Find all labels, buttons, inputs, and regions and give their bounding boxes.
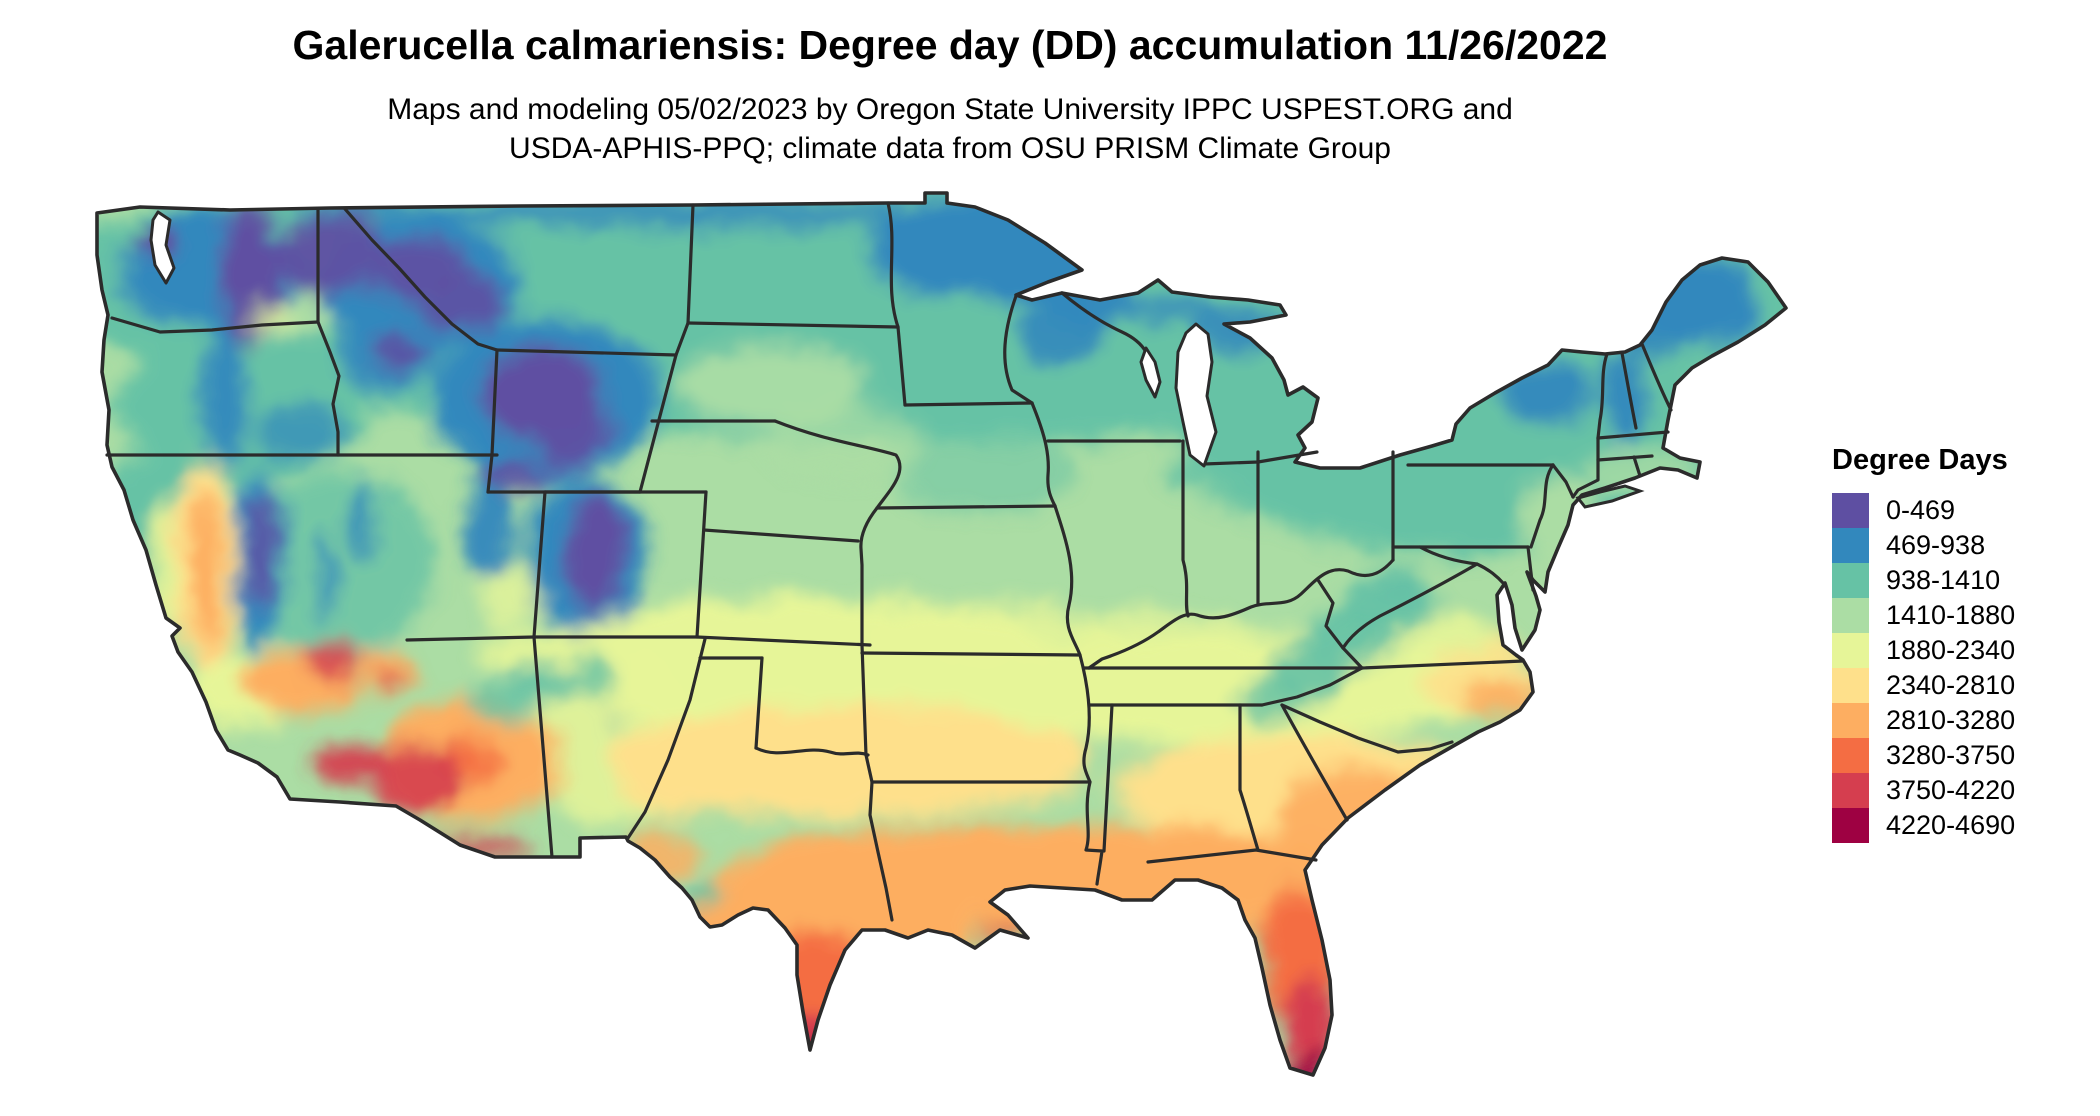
border-id-mt [343,207,499,352]
border-vt-nh [1620,351,1638,430]
legend-range-label: 1410-1880 [1886,600,2016,630]
border-nd-mn [886,201,900,329]
legend-swatch [1832,738,1869,773]
page-title: Galerucella calmariensis: Degree day (DD… [292,22,1608,68]
water-bodies [149,210,1218,468]
legend-row: 3280-3750 [1832,738,2015,773]
border-ct-ri [1632,455,1642,478]
border-mn-ia [903,401,1034,407]
border-ma-south [1596,454,1654,462]
border-co-west [532,490,547,639]
border-nc-sc [1280,703,1454,754]
border-mt-sd [674,321,690,357]
border-az-nm [532,635,554,859]
legend-title: Degree Days [1832,444,2008,476]
border-nm-east [626,637,707,840]
border-wy-east [638,353,678,494]
border-va-nc [1360,659,1525,670]
legend-row: 3750-4220 [1832,773,2015,808]
border-ne-south [702,528,860,543]
lake-michigan [1174,322,1218,468]
border-mn-wi [1003,294,1034,405]
legend-swatch [1832,528,1869,563]
legend-row: 4220-4690 [1832,808,2015,843]
border-co-east [695,490,708,639]
legend-row: 0-469 [1832,493,2015,528]
border-wv-va [1341,562,1479,650]
border-ar-tx-la [864,753,874,784]
border-mt-wy [495,348,678,357]
legend-swatch [1832,563,1869,598]
border-pa-nj [1529,463,1555,549]
page-subtitle: Maps and modeling 05/02/2023 by Oregon S… [0,90,1900,168]
border-potomac [1418,545,1506,586]
border-mississippi-river [1053,504,1104,886]
border-nc-tn [1260,666,1364,707]
border-missouri-river [773,419,902,647]
border-ok-ar-east [860,643,868,757]
border-nh-me [1640,342,1673,412]
border-id-wy-ut [486,348,499,494]
border-ga-sc [1280,703,1349,822]
legend: Degree Days 0-469 469-938 938-1410 1410-188… [1832,444,2015,843]
border-red-river [754,746,870,757]
border-al-ga-fl [1146,848,1318,864]
border-mo-ar [860,651,1082,657]
legend-swatch [1832,633,1869,668]
legend-range-label: 0-469 [1886,495,1956,525]
border-wi-mi [1060,291,1148,354]
legend-swatch [1832,668,1869,703]
us-outline [95,191,1788,1077]
border-il-in [1181,439,1190,618]
border-wa-or [110,316,320,334]
legend-range-label: 1880-2340 [1886,635,2016,665]
legend-swatch [1832,773,1869,808]
subtitle-line-1: Maps and modeling 05/02/2023 by Oregon S… [387,93,1513,126]
border-tx-la [868,780,894,922]
legend-swatch [1832,598,1869,633]
border-ohio-river [1087,558,1395,670]
border-37th-parallel [405,635,872,647]
legend-row: 938-1410 [1832,563,2015,598]
legend-range-label: 4220-4690 [1886,810,2016,840]
puget-sound [149,210,176,285]
legend-swatch [1832,808,1869,843]
border-ny-nj [1551,463,1575,499]
state-borders [105,201,1673,922]
long-island [1575,484,1645,509]
legend-swatch [1832,703,1869,738]
border-or-id [316,320,341,457]
border-ma-north [1596,430,1670,440]
border-ok-west [754,656,764,750]
legend-items: 0-469 469-938 938-1410 1410-1880 1880-2340 23… [1832,493,2015,843]
border-mi-south [1202,450,1319,466]
border-al-ga [1238,703,1260,852]
legend-range-label: 3280-3750 [1886,740,2016,770]
border-nd-sd [686,321,900,329]
legend-row: 2810-3280 [1832,703,2015,738]
border-ia-wi-il [1030,401,1057,508]
legend-row: 1880-2340 [1832,633,2015,668]
subtitle-line-2: USDA-APHIS-PPQ; climate data from OSU PR… [509,132,1391,165]
legend-row: 1410-1880 [1832,598,2015,633]
border-ny-vt [1596,352,1609,440]
border-ia-mo [875,504,1057,510]
legend-swatch [1832,493,1869,528]
legend-range-label: 2340-2810 [1886,670,2016,700]
legend-range-label: 469-938 [1886,530,1986,560]
legend-row: 2340-2810 [1832,668,2015,703]
border-ky-va [1316,578,1364,670]
legend-range-label: 2810-3280 [1886,705,2016,735]
degree-day-color-field [97,193,1786,1075]
border-mt-nd [686,203,695,325]
border-mn-sd [896,325,907,407]
green-bay [1139,346,1162,399]
border-ms-al [1102,703,1114,853]
legend-row: 469-938 [1832,528,2015,563]
legend-range-label: 938-1410 [1886,565,2001,595]
legend-range-label: 3750-4220 [1886,775,2016,805]
